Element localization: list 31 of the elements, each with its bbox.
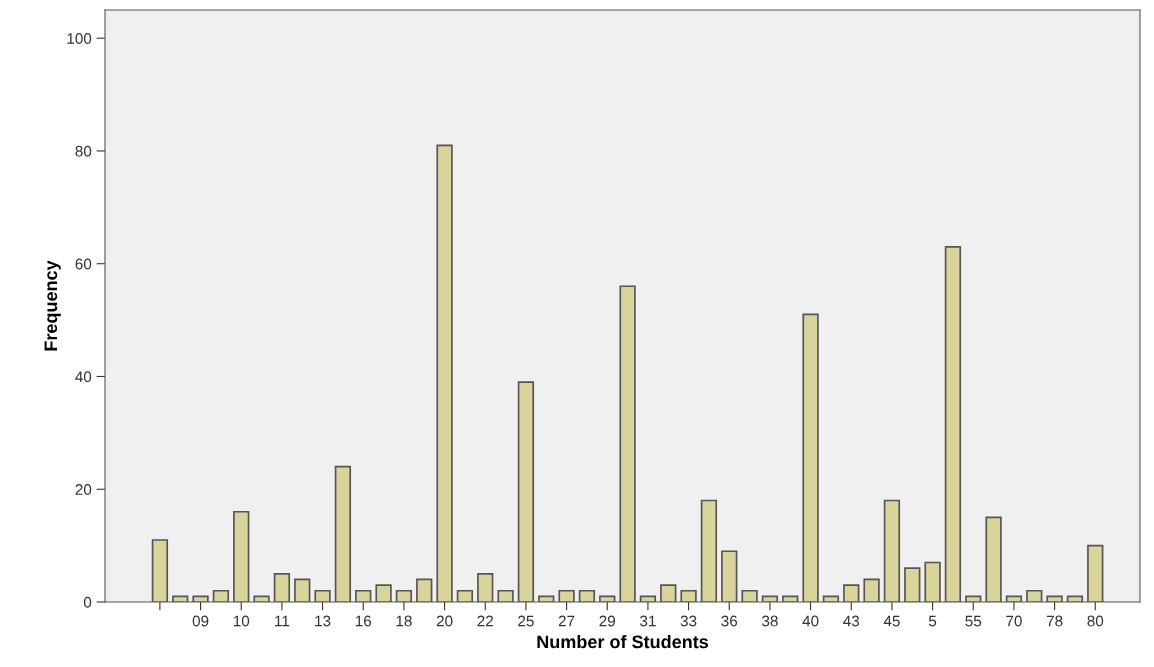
y-axis-title: Frequency [44,260,61,351]
y-tick-label: 60 [75,258,92,270]
x-tick-label: 43 [843,615,860,627]
x-tick-label: 22 [477,615,493,627]
x-tick-label: 36 [721,615,738,627]
x-tick-label: 80 [1087,615,1104,627]
x-tick-label: 33 [680,615,697,627]
x-tick-label: 10 [233,615,250,627]
y-tick-label: 0 [83,596,92,608]
x-tick-label: 45 [883,615,900,627]
x-tick-label: 25 [518,615,534,627]
y-tick-label: 40 [75,371,92,383]
x-axis-title: Number of Students [537,634,709,649]
x-tick-label: 5 [928,615,937,627]
y-tick-label: 100 [67,33,92,44]
x-tick-label: 16 [355,615,372,627]
x-tick-label: 29 [599,615,616,627]
x-tick-label: 70 [1006,615,1022,627]
x-tick-label: 55 [965,615,982,627]
x-tick-label: 38 [762,615,778,627]
x-tick-label: 13 [315,615,331,627]
x-tick-label: 31 [640,615,656,627]
x-tick-label: 40 [802,615,819,627]
x-tick-label: 20 [436,615,453,627]
x-tick-label: 78 [1046,615,1063,627]
x-tick-label: 11 [275,615,290,627]
y-tick-label: 20 [75,484,92,495]
y-tick-label: 80 [75,145,92,157]
x-tick-label: 27 [558,615,575,627]
x-tick-label: 18 [396,615,412,627]
x-tick-label: 09 [192,615,209,627]
